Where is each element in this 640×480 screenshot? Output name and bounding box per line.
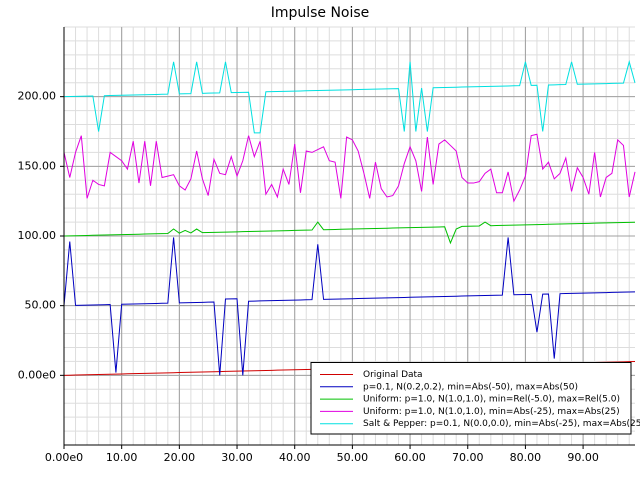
legend-label: p=0.1, N(0.2,0.2), min=Abs(-50), max=Abs… xyxy=(363,382,578,392)
y-tick-label: 150.00 xyxy=(18,159,57,172)
x-tick-label: 40.00 xyxy=(279,451,311,464)
legend-label: Uniform: p=1.0, N(1.0,1.0), min=Rel(-5.0… xyxy=(363,395,620,405)
y-tick-label: 100.00 xyxy=(18,229,57,242)
x-tick-label: 80.00 xyxy=(510,451,542,464)
x-tick-label: 90.00 xyxy=(567,451,599,464)
x-tick-label: 50.00 xyxy=(337,451,369,464)
series-line xyxy=(63,59,636,134)
x-tick-label: 60.00 xyxy=(394,451,426,464)
legend-box xyxy=(310,362,632,435)
y-tick-label: 0.00e0 xyxy=(18,368,56,381)
legend-label: Original Data xyxy=(363,370,423,380)
y-tick-label: 200.00 xyxy=(18,90,57,103)
legend: Original Data p=0.1, N(0.2,0.2), min=Abs(… xyxy=(310,362,640,435)
legend-label: Salt & Pepper: p=0.1, N(0.0,0.0), min=Ab… xyxy=(363,419,640,429)
series-line xyxy=(63,221,636,245)
x-tick-label: 0.00e0 xyxy=(45,451,83,464)
legend-label: Uniform: p=1.0, N(1.0,1.0), min=Abs(-25)… xyxy=(363,407,620,417)
series-line xyxy=(63,133,636,203)
x-tick-label: 20.00 xyxy=(164,451,196,464)
x-tick-label: 30.00 xyxy=(221,451,253,464)
series-line xyxy=(63,237,636,376)
y-tick-label: 50.00 xyxy=(25,299,57,312)
x-tick-label: 10.00 xyxy=(106,451,138,464)
x-tick-label: 70.00 xyxy=(452,451,484,464)
chart-title: Impulse Noise xyxy=(271,5,370,21)
